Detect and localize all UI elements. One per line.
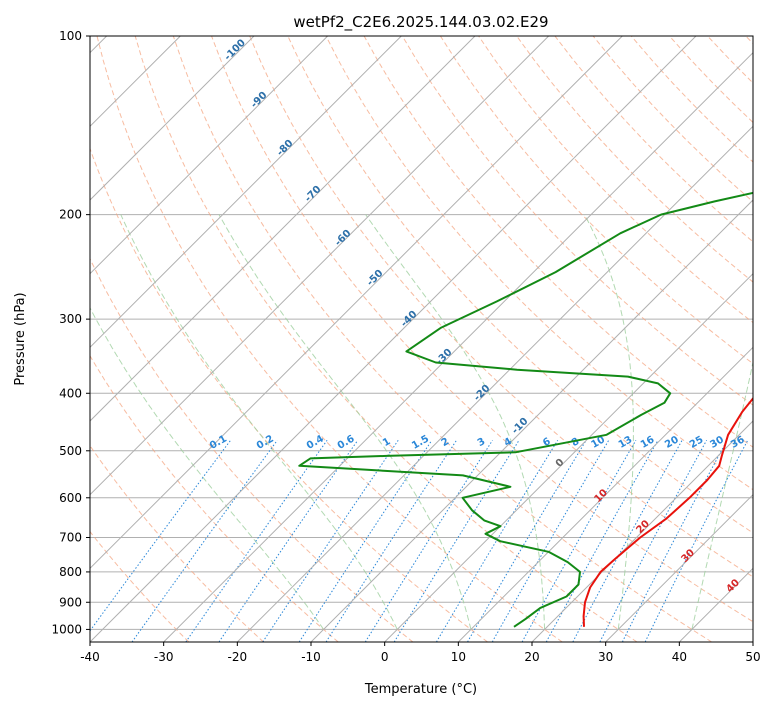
isotherm-line (90, 36, 623, 570)
y-tick-label: 400 (59, 386, 82, 400)
dry-adiabat (516, 36, 753, 283)
y-tick-label: 600 (59, 491, 82, 505)
background-lines (90, 36, 753, 642)
dry-adiabat (172, 36, 712, 642)
x-tick-label: 20 (524, 650, 539, 664)
x-tick-label: 10 (451, 650, 466, 664)
isotherm-line (457, 346, 753, 642)
y-tick-label: 500 (59, 444, 82, 458)
y-tick-label: 1000 (51, 622, 82, 636)
dry-adiabat (96, 36, 563, 642)
dry-adiabat (401, 36, 753, 406)
dry-adiabat (90, 147, 488, 642)
dry-adiabat (439, 36, 753, 365)
moist-adiabat (120, 214, 398, 630)
isotherm-line (90, 36, 697, 642)
mixing-ratio-label: 4 (502, 436, 514, 449)
mixing-ratio-line (262, 440, 399, 642)
y-tick-label: 800 (59, 565, 82, 579)
x-tick-label: 30 (598, 650, 613, 664)
mixing-ratio-label: 6 (541, 436, 553, 449)
y-tick-label: 700 (59, 531, 82, 545)
x-tick-label: -40 (80, 650, 100, 664)
dry-adiabat (249, 36, 753, 578)
chart-title: wetPf2_C2E6.2025.144.03.02.E29 (293, 13, 548, 32)
isotherm-line (90, 36, 255, 201)
y-tick-label: 200 (59, 208, 82, 222)
x-tick-label: 0 (381, 650, 389, 664)
dry-adiabat (211, 36, 753, 623)
y-axis-ticks: 100 200 300 400 500 600 700 800 900 1000 (51, 29, 90, 636)
dry-adiabat (90, 530, 190, 642)
x-axis-ticks: -40 -30 -20 -10 0 10 20 30 40 50 (80, 642, 761, 664)
temperature-profile (582, 396, 753, 627)
mixing-ratio-label: 3 (476, 436, 488, 449)
dry-adiabat (134, 36, 638, 642)
y-axis-label: Pressure (hPa) (13, 292, 28, 385)
x-tick-label: -10 (301, 650, 321, 664)
profiles (298, 191, 753, 628)
isotherm-line (384, 272, 753, 642)
isotherm-line (90, 36, 329, 275)
x-tick-label: 40 (672, 650, 687, 664)
moist-adiabat (365, 214, 546, 630)
mixing-ratio-line (298, 440, 433, 642)
mixing-ratio-line (325, 440, 457, 642)
mixing-ratio-label: 1 (381, 436, 393, 449)
mixing-ratio-line (435, 440, 559, 642)
dewpoint-profile (298, 191, 753, 628)
y-tick-label: 900 (59, 595, 82, 609)
isotherm-line (310, 199, 753, 642)
mixing-ratio-line (90, 439, 231, 632)
mixing-ratio-line (218, 440, 359, 642)
mixing-ratio-line (185, 440, 328, 642)
isotherm-line (236, 125, 753, 642)
isotherm-line (605, 493, 753, 642)
moist-adiabat (691, 360, 753, 630)
x-axis-label: Temperature (°C) (364, 682, 477, 697)
isotherm-line (163, 51, 753, 642)
plot-frame (89, 35, 754, 643)
x-tick-label: -30 (154, 650, 174, 664)
mixing-ratio-line (572, 440, 683, 642)
mixing-ratio-line (599, 440, 708, 642)
x-tick-label: -20 (228, 650, 248, 664)
x-tick-label: 50 (745, 650, 760, 664)
moist-adiabat (584, 214, 634, 630)
mixing-ratio-label: 8 (570, 436, 582, 449)
y-tick-label: 300 (59, 312, 82, 326)
isotherm-line (90, 36, 476, 422)
isotherm-line (531, 420, 753, 642)
moist-adiabat (90, 306, 325, 630)
isotherm-line (90, 36, 402, 349)
dry-adiabat (90, 354, 339, 642)
y-tick-label: 100 (59, 29, 82, 43)
isotherm-line (90, 36, 550, 496)
mixing-ratio-line (364, 440, 493, 642)
mixing-ratio-line (491, 440, 610, 642)
mixing-ratio-label: 2 (440, 436, 452, 449)
mixing-ratio-line (621, 440, 728, 642)
dry-adiabat (90, 444, 264, 642)
moist-adiabat (218, 214, 472, 630)
mixing-ratio-line (467, 440, 587, 642)
dry-adiabat (325, 36, 753, 491)
